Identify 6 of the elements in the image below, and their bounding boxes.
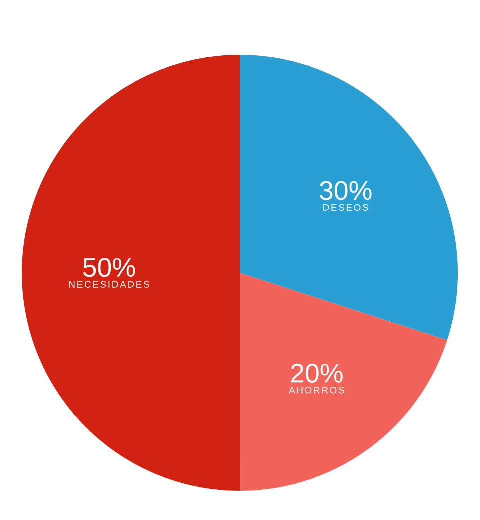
- slice-label: AHORROS: [289, 387, 344, 394]
- data-label: 20%: [291, 364, 343, 383]
- slice-label: DESEOS: [324, 204, 368, 212]
- slice-label: NECESIDADES: [69, 281, 150, 288]
- data-label: 30%: [320, 181, 372, 200]
- data-label: 50%: [83, 258, 136, 278]
